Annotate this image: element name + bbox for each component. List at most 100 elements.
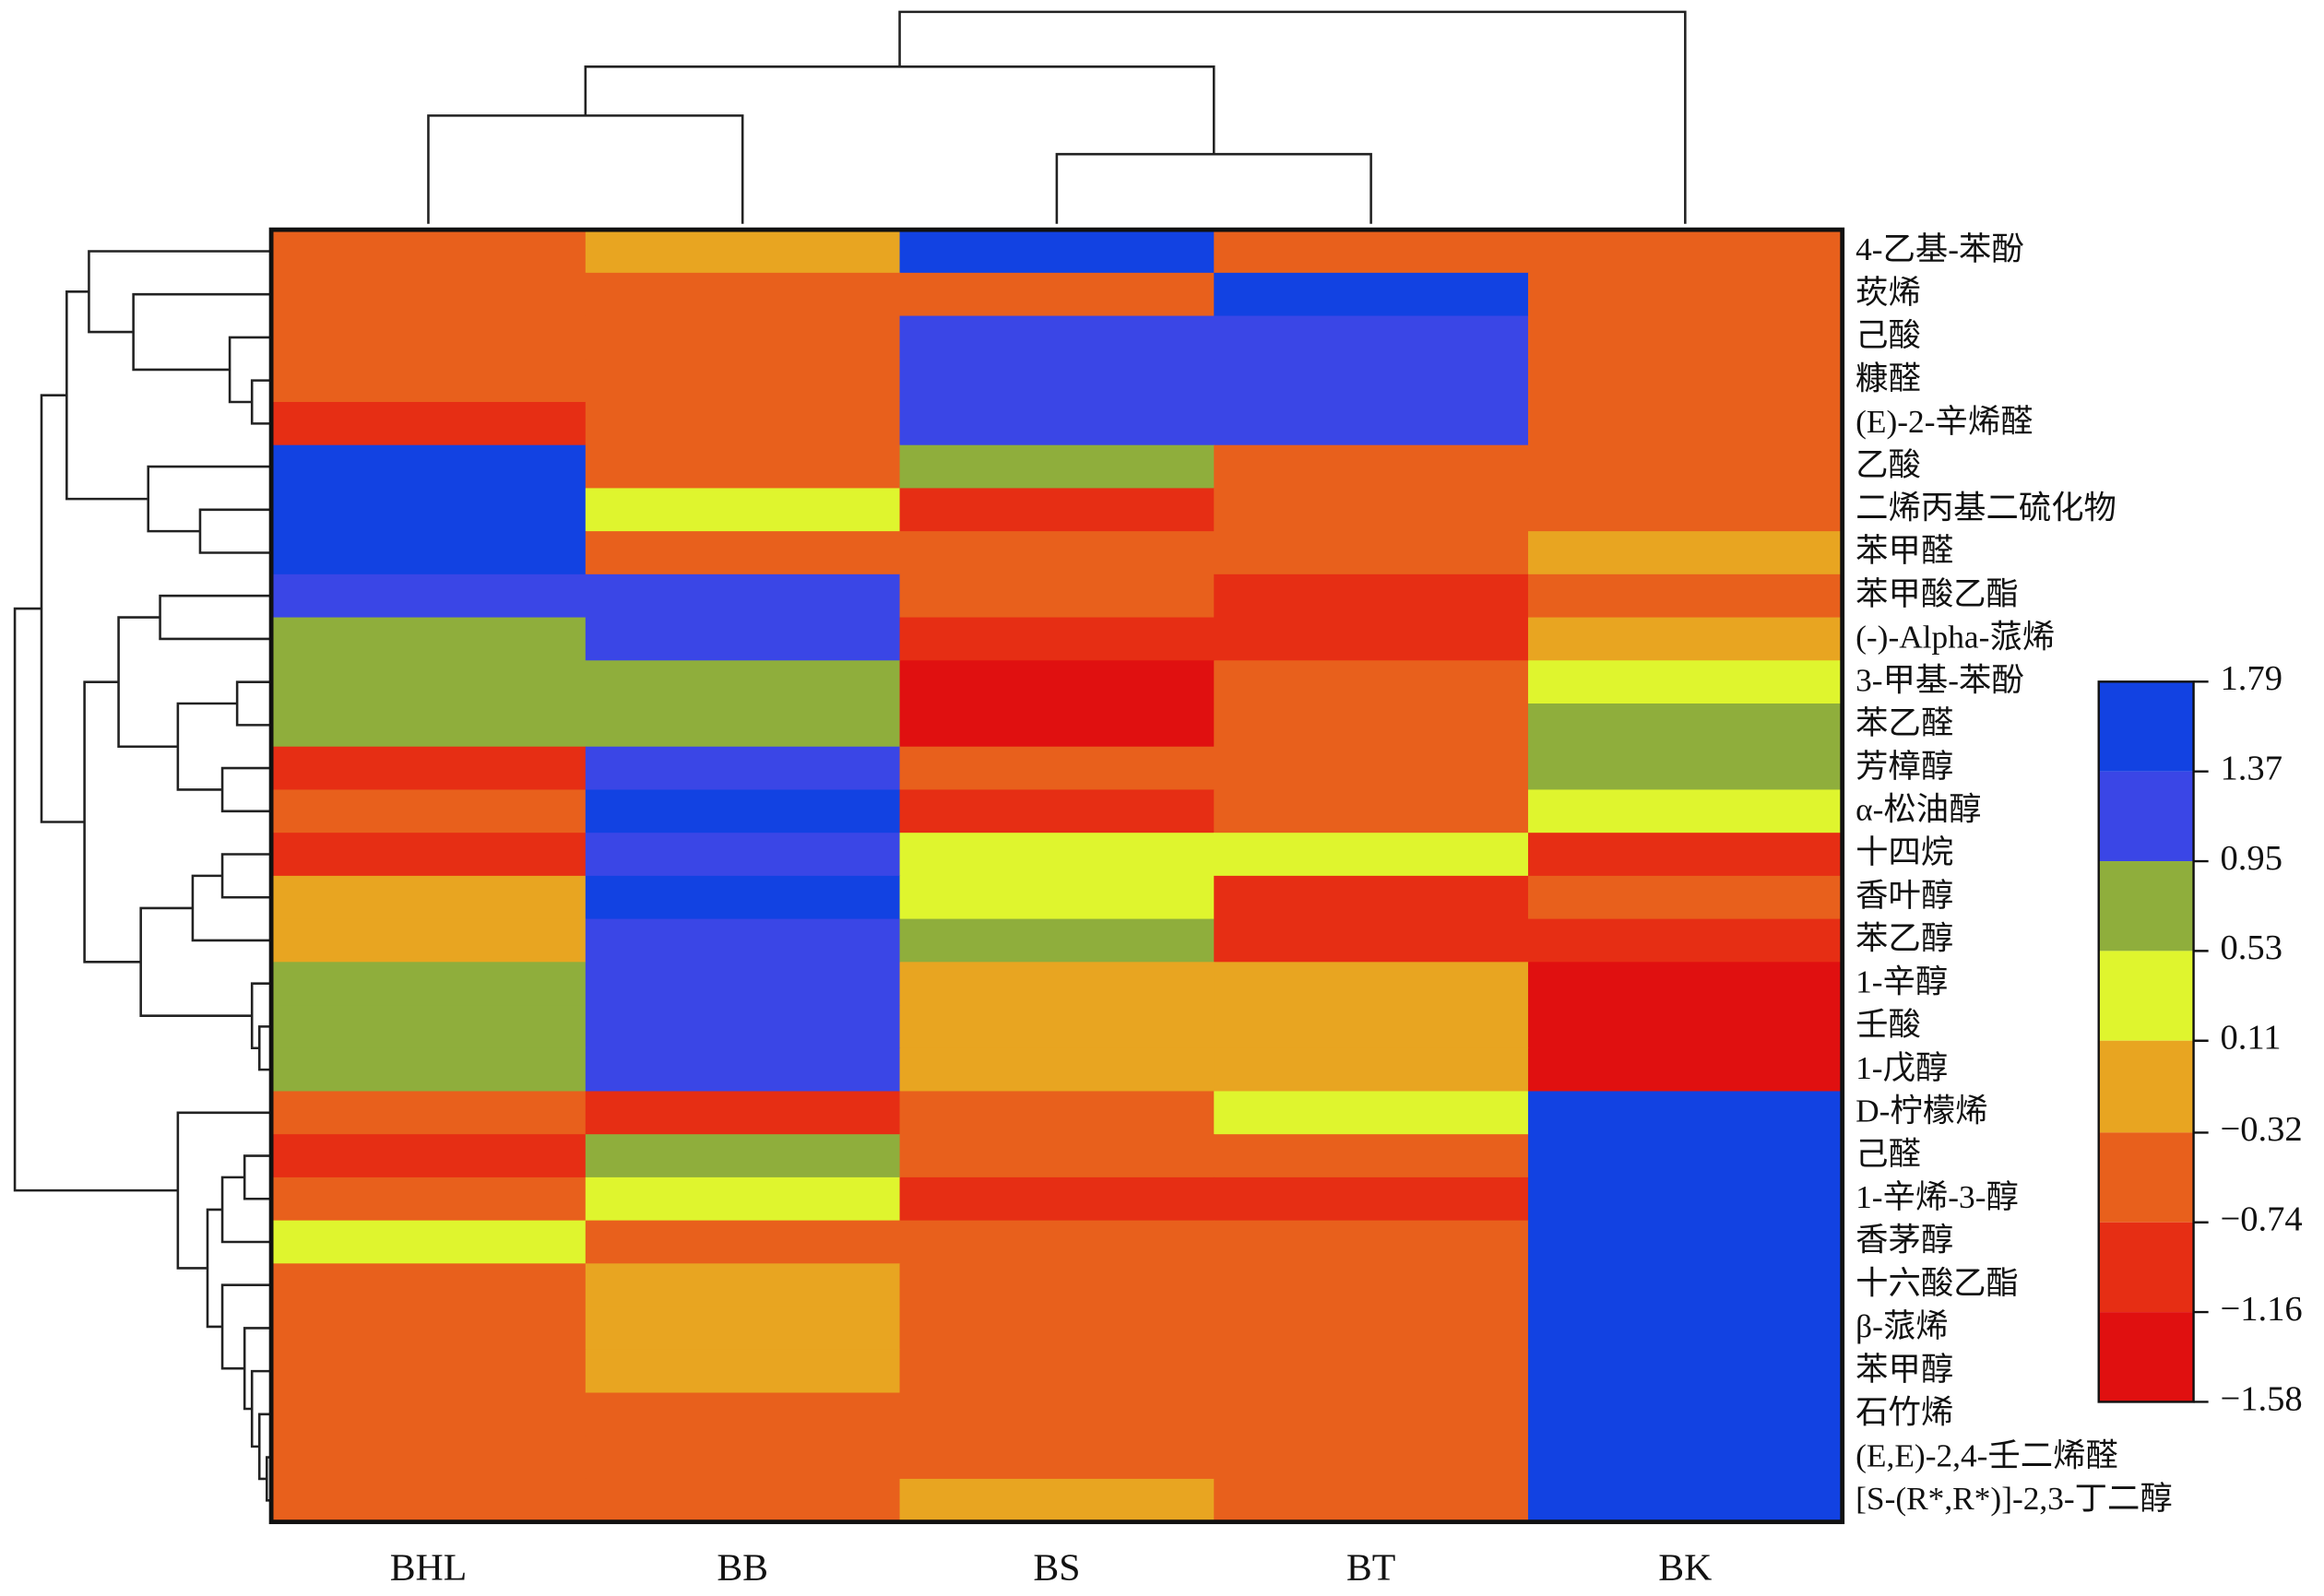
heatmap-cell (1214, 660, 1529, 704)
heatmap-cell (585, 1263, 901, 1307)
dendrogram-lines (13, 10, 1687, 1502)
heatmap-cell (1527, 272, 1844, 317)
column-label: BK (1658, 1546, 1712, 1589)
heatmap-cell (1214, 444, 1529, 490)
row-label: 己酸 (1856, 317, 1921, 354)
colorbar: 1.79 1.37 0.95 0.53 0.11 −0.32 −0.74 −1.16 −1.58 (2097, 659, 2303, 1418)
heatmap-cell (1527, 1306, 1844, 1351)
heatmap-cell (271, 833, 587, 877)
heatmap (271, 230, 1844, 1523)
heatmap-cell (1214, 230, 1529, 274)
row-label: 糠醛 (1856, 360, 1921, 396)
row-label: 苯甲醇 (1856, 1351, 1953, 1388)
column-label: BHL (390, 1546, 468, 1589)
heatmap-cell (585, 1176, 901, 1222)
row-label: 苯乙醇 (1856, 920, 1953, 957)
colorbar-tick-label: −0.32 (2220, 1110, 2302, 1149)
heatmap-cell (271, 1220, 587, 1265)
heatmap-cell (1527, 359, 1844, 403)
heatmap-cell (1527, 1176, 1844, 1222)
heatmap-cell (899, 1392, 1215, 1437)
heatmap-cell (585, 488, 901, 532)
row-label: (E)-2-辛烯醛 (1856, 403, 2033, 440)
heatmap-cell (585, 444, 901, 490)
heatmap-cell (899, 1091, 1215, 1135)
heatmap-cell (271, 272, 587, 317)
colorbar-bin (2098, 681, 2194, 772)
heatmap-cell (899, 875, 1215, 920)
heatmap-cell (1214, 488, 1529, 532)
heatmap-cell (271, 315, 587, 361)
heatmap-cell (1527, 488, 1844, 532)
heatmap-cell (585, 272, 901, 317)
heatmap-cell (899, 1306, 1215, 1351)
heatmap-cell (585, 789, 901, 833)
heatmap-cell (271, 488, 587, 532)
row-label: 苯甲酸乙酯 (1856, 575, 2019, 612)
row-label: 芳樟醇 (1856, 748, 1953, 785)
heatmap-cell (585, 1134, 901, 1178)
heatmap-cell (899, 573, 1215, 619)
heatmap-cell (1214, 1478, 1529, 1523)
heatmap-cell (585, 1047, 901, 1093)
heatmap-cell (899, 1263, 1215, 1307)
heatmap-cell (1214, 617, 1529, 662)
heatmap-cell (585, 1306, 901, 1351)
heatmap-cell (271, 660, 587, 704)
heatmap-cell (1527, 1047, 1844, 1093)
colorbar-bin (2098, 861, 2194, 952)
heatmap-cell (271, 1349, 587, 1394)
heatmap-cell (1214, 1306, 1529, 1351)
heatmap-cell (271, 230, 587, 274)
heatmap-cell (585, 531, 901, 575)
heatmap-cell (585, 962, 901, 1006)
heatmap-cell (899, 1436, 1215, 1480)
heatmap-cell (1214, 1436, 1529, 1480)
heatmap-cell (1214, 703, 1529, 748)
heatmap-cell (1527, 875, 1844, 920)
heatmap-cell (1214, 746, 1529, 791)
heatmap-cell (271, 703, 587, 748)
heatmap-cell (1214, 875, 1529, 920)
heatmap-cell (585, 617, 901, 662)
heatmap-cell (1214, 1349, 1529, 1394)
heatmap-cell (271, 1005, 587, 1049)
heatmap-cell (1214, 272, 1529, 317)
heatmap-cell (271, 1134, 587, 1178)
heatmap-cell (1527, 617, 1844, 662)
heatmap-cell (1214, 789, 1529, 833)
heatmap-cell (585, 1392, 901, 1437)
heatmap-cell (899, 918, 1215, 964)
heatmap-cell (1214, 1005, 1529, 1049)
heatmap-cell (1214, 1392, 1529, 1437)
heatmap-cell (899, 531, 1215, 575)
heatmap-cell (271, 444, 587, 490)
heatmap-cell (1214, 962, 1529, 1006)
heatmap-cell (271, 1176, 587, 1222)
colorbar-bin (2098, 1132, 2194, 1223)
heatmap-cell (585, 573, 901, 619)
row-label: 莰烯 (1856, 274, 1921, 311)
heatmap-cell (271, 401, 587, 446)
heatmap-cell (1214, 833, 1529, 877)
heatmap-cell (899, 230, 1215, 274)
row-label: D-柠檬烯 (1856, 1093, 1987, 1129)
heatmap-cell (1527, 789, 1844, 833)
heatmap-cell (271, 1478, 587, 1523)
row-label: 香茅醇 (1856, 1222, 1953, 1259)
heatmap-cell (899, 359, 1215, 403)
heatmap-cell (1527, 1220, 1844, 1265)
heatmap-cell (1214, 531, 1529, 575)
heatmap-cell (1214, 1263, 1529, 1307)
column-label: BB (717, 1546, 768, 1589)
heatmap-cell (585, 230, 901, 274)
heatmap-cell (1527, 573, 1844, 619)
colorbar-bin (2098, 1312, 2194, 1402)
heatmap-cell (271, 746, 587, 791)
heatmap-cell (1527, 1005, 1844, 1049)
heatmap-cell (1214, 573, 1529, 619)
heatmap-cell (1214, 1091, 1529, 1135)
heatmap-cell (899, 789, 1215, 833)
heatmap-cell (271, 573, 587, 619)
row-label: [S-(R*,R*)]-2,3-丁二醇 (1856, 1480, 2173, 1517)
